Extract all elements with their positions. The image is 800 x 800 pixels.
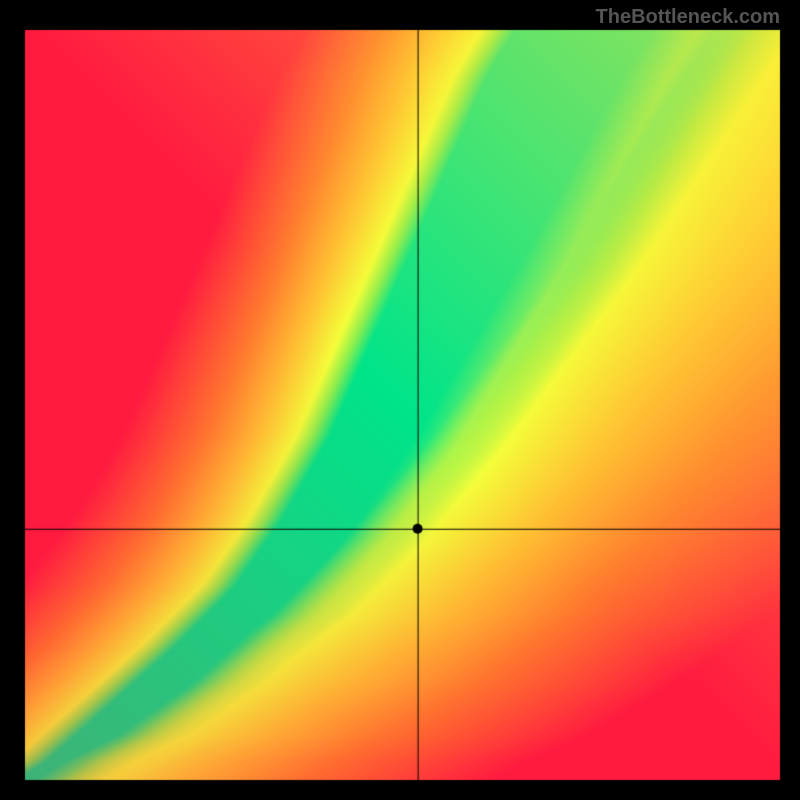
- chart-container: TheBottleneck.com: [0, 0, 800, 800]
- watermark-text: TheBottleneck.com: [596, 6, 780, 29]
- heatmap-plot: [0, 0, 800, 800]
